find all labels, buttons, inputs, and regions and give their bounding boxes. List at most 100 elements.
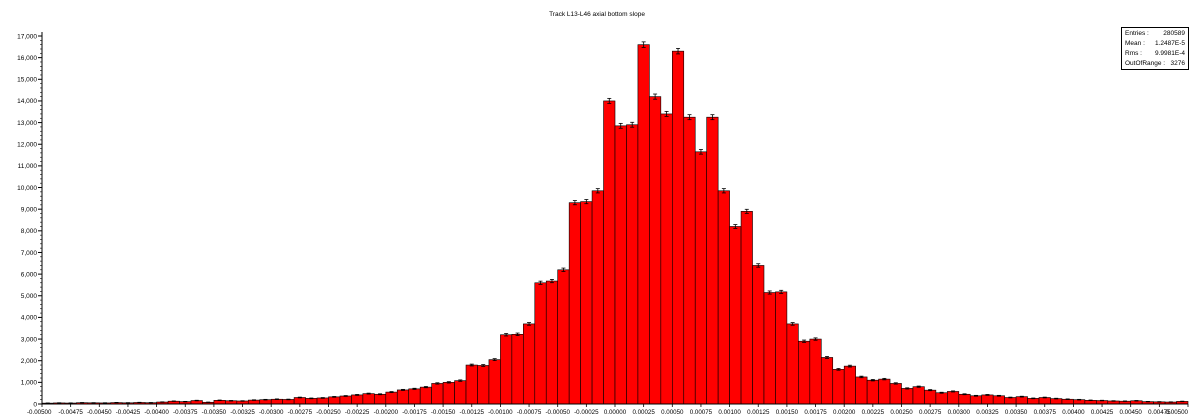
- x-tick-label: 0.00000: [604, 409, 627, 416]
- histogram-bar: [419, 386, 432, 405]
- x-tick-label: 0.00375: [1034, 409, 1057, 416]
- histogram-bar: [488, 359, 501, 405]
- histogram-bar: [637, 44, 650, 405]
- y-tick-label: 7,000: [21, 250, 38, 257]
- histogram-bar: [339, 395, 352, 405]
- histogram-bar: [431, 383, 444, 405]
- stats-outofrange-row: OutOfRange : 3276: [1125, 59, 1185, 69]
- x-tick-label: -0.00225: [345, 409, 370, 416]
- histogram-bar: [901, 388, 914, 405]
- stats-rms-row: Rms : 9.9981E-4: [1125, 49, 1185, 59]
- x-tick-label: -0.00250: [316, 409, 341, 416]
- y-tick-label: 12,000: [17, 142, 37, 149]
- stats-rms-value: 9.9981E-4: [1155, 50, 1185, 57]
- histogram-bar: [1050, 398, 1063, 405]
- y-tick-label: 14,000: [17, 98, 37, 105]
- x-tick-label: -0.00175: [402, 409, 427, 416]
- x-tick-label: -0.00475: [58, 409, 83, 416]
- histogram-bar: [660, 113, 673, 405]
- x-tick-label: -0.00375: [173, 409, 198, 416]
- x-tick-label: -0.00325: [230, 409, 255, 416]
- y-tick-label: 3,000: [21, 336, 38, 343]
- histogram-bar: [992, 395, 1005, 405]
- x-tick-label: 0.00225: [862, 409, 885, 416]
- histogram-bar: [534, 282, 547, 405]
- x-tick-label: 0.00075: [690, 409, 713, 416]
- x-tick-label: 0.00275: [919, 409, 942, 416]
- histogram-bar: [786, 323, 799, 405]
- y-tick-label: 5,000: [21, 293, 38, 300]
- x-tick-label: -0.00075: [517, 409, 542, 416]
- histogram-bar: [729, 226, 742, 405]
- histogram-bar: [465, 364, 478, 405]
- histogram-bar: [1015, 396, 1028, 405]
- histogram-bar: [591, 190, 604, 405]
- histogram-bar: [809, 338, 822, 405]
- x-tick-label: 0.00025: [632, 409, 655, 416]
- histogram-bar: [947, 391, 960, 405]
- x-tick-label: 0.00475: [1148, 409, 1171, 416]
- x-tick-label: 0.00500: [1166, 409, 1189, 416]
- histogram-bar: [568, 202, 581, 405]
- histogram-bar: [775, 291, 788, 405]
- histogram-bar: [878, 378, 891, 405]
- x-tick-label: 0.00400: [1062, 409, 1085, 416]
- histogram-bar: [523, 323, 536, 405]
- y-tick-label: 0: [33, 401, 37, 408]
- histogram-bar: [740, 211, 753, 405]
- histogram-bar: [694, 151, 707, 405]
- histogram-bar: [969, 395, 983, 405]
- histogram-bar: [924, 389, 937, 405]
- x-tick-label: 0.00325: [976, 409, 999, 416]
- histogram-bar: [843, 365, 856, 405]
- x-tick-label: -0.00050: [545, 409, 570, 416]
- histogram-bar: [935, 392, 948, 405]
- stats-outofrange-value: 3276: [1170, 60, 1185, 67]
- y-tick-label: 10,000: [17, 185, 37, 192]
- histogram-bar: [500, 334, 513, 405]
- x-tick-label: -0.00450: [87, 409, 112, 416]
- stats-mean-row: Mean : 1.2487E-5: [1125, 39, 1185, 49]
- histogram-bar: [1038, 397, 1051, 405]
- histogram-bar: [328, 396, 341, 405]
- y-tick-label: 6,000: [21, 271, 38, 278]
- histogram-bar: [557, 269, 570, 405]
- x-tick-label: 0.00200: [833, 409, 856, 416]
- histogram-bar: [351, 394, 364, 405]
- histogram-bar: [763, 292, 776, 405]
- y-tick-label: 17,000: [17, 33, 37, 40]
- x-tick-label: 0.00175: [804, 409, 827, 416]
- stats-entries-row: Entries : 280589: [1125, 29, 1185, 39]
- x-tick-label: 0.00425: [1091, 409, 1114, 416]
- histogram-bar: [408, 388, 421, 405]
- x-tick-label: 0.00100: [718, 409, 741, 416]
- y-tick-label: 2,000: [21, 358, 38, 365]
- stats-box: Entries : 280589 Mean : 1.2487E-5 Rms : …: [1121, 27, 1189, 70]
- histogram-bar: [603, 100, 616, 405]
- histogram-bar: [798, 340, 811, 405]
- x-tick-label: 0.00450: [1120, 409, 1143, 416]
- y-tick-label: 8,000: [21, 228, 38, 235]
- histogram-bar: [912, 386, 925, 405]
- histogram-bar: [866, 379, 879, 405]
- stats-rms-label: Rms :: [1125, 50, 1142, 57]
- histogram-bar: [649, 96, 662, 405]
- x-tick-label: -0.00500: [27, 409, 52, 416]
- y-tick-label: 4,000: [21, 315, 38, 322]
- y-tick-label: 11,000: [18, 163, 38, 170]
- x-tick-label: -0.00275: [288, 409, 313, 416]
- histogram-bar: [958, 393, 971, 405]
- axes-layer: 0 1,000 2,000 3,000 4,000 5,000 6,000 7,000 8,00…: [17, 32, 1189, 416]
- histogram-bar: [752, 265, 765, 405]
- histogram-bar: [454, 380, 467, 405]
- histogram-bar: [316, 397, 329, 405]
- histogram-bar: [545, 280, 558, 405]
- stats-entries-value: 280589: [1163, 30, 1185, 37]
- histogram-bar: [580, 201, 593, 405]
- histogram-bar: [396, 389, 410, 405]
- histogram-bar: [374, 393, 387, 405]
- histogram-bar: [671, 50, 685, 405]
- x-tick-label: -0.00350: [202, 409, 227, 416]
- x-tick-label: -0.00025: [574, 409, 599, 416]
- y-tick-label: 1,000: [21, 380, 38, 387]
